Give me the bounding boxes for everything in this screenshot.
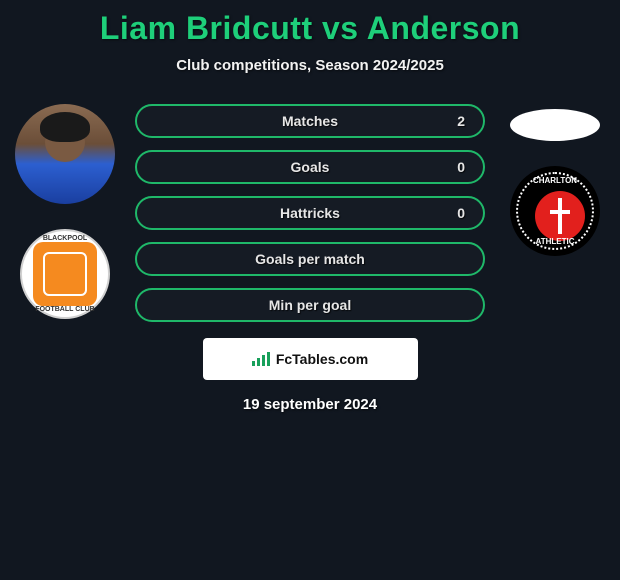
- stat-label: Matches: [137, 113, 483, 129]
- stat-row-goals: Goals 0: [135, 150, 485, 184]
- stat-label: Goals per match: [137, 251, 483, 267]
- stat-row-goals-per-match: Goals per match: [135, 242, 485, 276]
- right-player-column: CHARLTON ATHLETIC: [505, 104, 605, 256]
- charlton-badge-text-top: CHARLTON: [510, 176, 600, 185]
- stat-row-hattricks: Hattricks 0: [135, 196, 485, 230]
- blackpool-badge-text-bottom: FOOTBALL CLUB: [22, 306, 108, 313]
- stat-value-right: 0: [457, 205, 465, 221]
- stat-value-right: 2: [457, 113, 465, 129]
- stat-label: Hattricks: [137, 205, 483, 221]
- player-avatar-right-placeholder: [510, 109, 600, 141]
- footer-brand-box[interactable]: FcTables.com: [203, 338, 418, 380]
- blackpool-badge-text-top: BLACKPOOL: [22, 235, 108, 242]
- bar-chart-icon: [252, 352, 270, 366]
- player-avatar-left: [15, 104, 115, 204]
- stat-value-right: 0: [457, 159, 465, 175]
- stat-label: Goals: [137, 159, 483, 175]
- stat-label: Min per goal: [137, 297, 483, 313]
- sword-icon: [558, 198, 562, 234]
- stats-column: Matches 2 Goals 0 Hattricks 0 Goals per …: [135, 104, 485, 322]
- page-subtitle: Club competitions, Season 2024/2025: [0, 57, 620, 74]
- club-badge-blackpool: BLACKPOOL FOOTBALL CLUB: [20, 229, 110, 319]
- stat-row-matches: Matches 2: [135, 104, 485, 138]
- footer-date: 19 september 2024: [0, 396, 620, 413]
- stat-row-min-per-goal: Min per goal: [135, 288, 485, 322]
- comparison-row: BLACKPOOL FOOTBALL CLUB Matches 2 Goals …: [0, 104, 620, 322]
- page-title: Liam Bridcutt vs Anderson: [0, 0, 620, 47]
- charlton-badge-center: [535, 191, 585, 241]
- charlton-badge-text-bottom: ATHLETIC: [510, 237, 600, 246]
- left-player-column: BLACKPOOL FOOTBALL CLUB: [15, 104, 115, 319]
- footer-brand-text: FcTables.com: [276, 351, 368, 367]
- blackpool-badge-shield: [33, 242, 97, 306]
- club-badge-charlton: CHARLTON ATHLETIC: [510, 166, 600, 256]
